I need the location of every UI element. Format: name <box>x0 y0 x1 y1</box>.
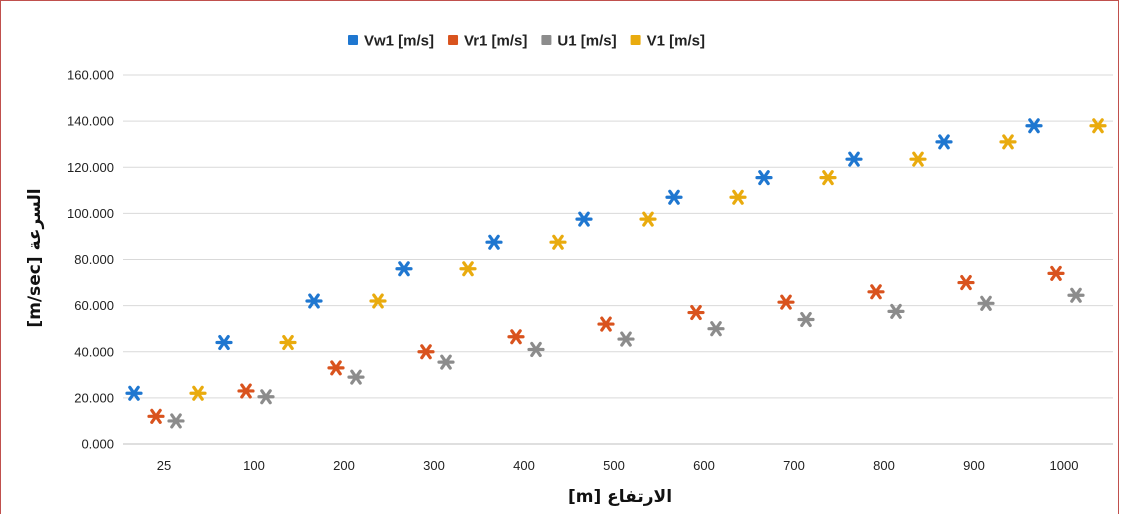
data-point <box>707 321 725 337</box>
y-tick-label: 100.000 <box>67 206 114 221</box>
data-point <box>687 304 705 321</box>
y-tick-label: 140.000 <box>67 114 114 129</box>
data-point <box>1089 118 1107 134</box>
data-point <box>935 134 953 150</box>
data-point <box>887 303 905 319</box>
data-point <box>125 385 143 401</box>
data-point <box>485 234 503 250</box>
x-tick-label: 200 <box>333 458 355 473</box>
x-tick-label: 800 <box>873 458 895 473</box>
data-point <box>909 151 927 167</box>
data-point <box>1047 265 1065 281</box>
data-point <box>527 341 545 357</box>
legend-label: V1 [m/s] <box>647 33 705 50</box>
data-point <box>437 354 455 370</box>
data-point <box>575 211 593 227</box>
data-point <box>215 334 233 351</box>
data-point <box>755 170 773 186</box>
data-point <box>665 189 683 205</box>
data-point <box>729 189 747 205</box>
data-point <box>819 170 837 186</box>
data-point <box>327 360 345 376</box>
legend-swatch <box>448 35 459 45</box>
data-point <box>1067 287 1085 303</box>
data-point <box>369 293 387 309</box>
y-tick-label: 60.000 <box>74 298 114 313</box>
data-point <box>617 331 635 347</box>
y-tick-label: 120.000 <box>67 160 114 175</box>
y-tick-label: 20.000 <box>74 390 114 405</box>
y-axis-ticks: 0.000 20.000 40.000 60.000 80.000 100.000 120.… <box>67 68 114 452</box>
data-points <box>125 118 1107 429</box>
data-point <box>1025 118 1043 134</box>
data-point <box>639 211 657 227</box>
legend-swatch <box>541 35 552 45</box>
y-tick-label: 160.000 <box>67 68 114 83</box>
data-point <box>417 344 435 360</box>
x-tick-label: 25 <box>157 458 171 473</box>
data-point <box>549 234 567 250</box>
data-point <box>395 261 413 277</box>
data-point <box>845 151 863 167</box>
data-point <box>305 293 323 309</box>
legend-swatch <box>348 35 358 45</box>
data-point <box>347 369 365 385</box>
x-tick-label: 1000 <box>1050 458 1079 473</box>
data-point <box>189 385 207 401</box>
x-axis-title: الارتفاع [m] <box>568 487 672 507</box>
legend-label: Vr1 [m/s] <box>464 33 527 50</box>
y-tick-label: 40.000 <box>74 344 114 359</box>
data-point <box>597 316 615 332</box>
x-tick-label: 600 <box>693 458 715 473</box>
data-point <box>459 261 477 277</box>
x-tick-label: 900 <box>963 458 985 473</box>
data-point <box>797 311 815 328</box>
y-axis-title: السرعة [m/sec] <box>25 188 45 327</box>
data-point <box>507 329 525 345</box>
gridlines <box>123 74 1113 445</box>
y-tick-label: 80.000 <box>74 252 114 267</box>
x-tick-label: 100 <box>243 458 265 473</box>
data-point <box>147 408 165 424</box>
legend-label: U1 [m/s] <box>557 33 616 50</box>
x-tick-label: 700 <box>783 458 805 473</box>
data-point <box>977 295 995 311</box>
data-point <box>999 134 1017 150</box>
data-point <box>167 413 185 429</box>
legend-label: Vw1 [m/s] <box>364 33 434 50</box>
data-point <box>867 284 885 300</box>
y-tick-label: 0.000 <box>81 437 114 452</box>
legend: Vw1 [m/s] Vr1 [m/s] U1 [m/s] V1 [m/s] <box>348 33 705 50</box>
x-axis-ticks: 25 100 200 300 400 500 600 700 800 900 1000 <box>157 458 1079 473</box>
data-point <box>279 334 297 351</box>
x-tick-label: 300 <box>423 458 445 473</box>
data-point <box>237 383 255 399</box>
legend-swatch <box>630 35 641 45</box>
x-tick-label: 400 <box>513 458 535 473</box>
data-point <box>777 294 795 310</box>
data-point <box>257 389 275 405</box>
x-tick-label: 500 <box>603 458 625 473</box>
data-point <box>957 275 975 291</box>
